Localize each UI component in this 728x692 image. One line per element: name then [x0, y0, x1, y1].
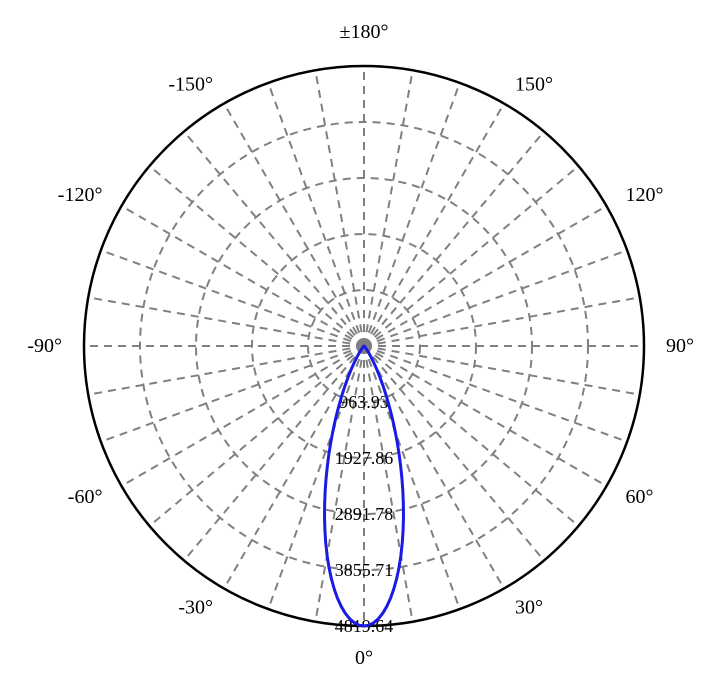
radial-tick-label: 1927.86	[335, 448, 394, 468]
angle-label: ±180°	[340, 21, 389, 43]
angle-label: 30°	[515, 597, 543, 619]
radial-tick-label: 2891.78	[335, 504, 394, 524]
polar-chart: ±180° 150° 120° 90° 60° 30° 0° -30° -60° -90° -120…	[0, 0, 728, 692]
angle-label: -90°	[27, 335, 62, 357]
angle-label: -60°	[68, 486, 103, 508]
angle-label: 120°	[626, 184, 664, 206]
angle-label: 60°	[626, 486, 654, 508]
radial-tick-label: 3855.71	[335, 560, 394, 580]
radial-tick-label: 963.93	[339, 392, 389, 412]
angle-label: -120°	[58, 184, 103, 206]
angle-label: 0°	[355, 647, 373, 669]
angle-label: -30°	[178, 597, 213, 619]
angle-label: 90°	[666, 335, 694, 357]
angle-label: -150°	[168, 73, 213, 95]
angle-label: 150°	[515, 73, 553, 95]
